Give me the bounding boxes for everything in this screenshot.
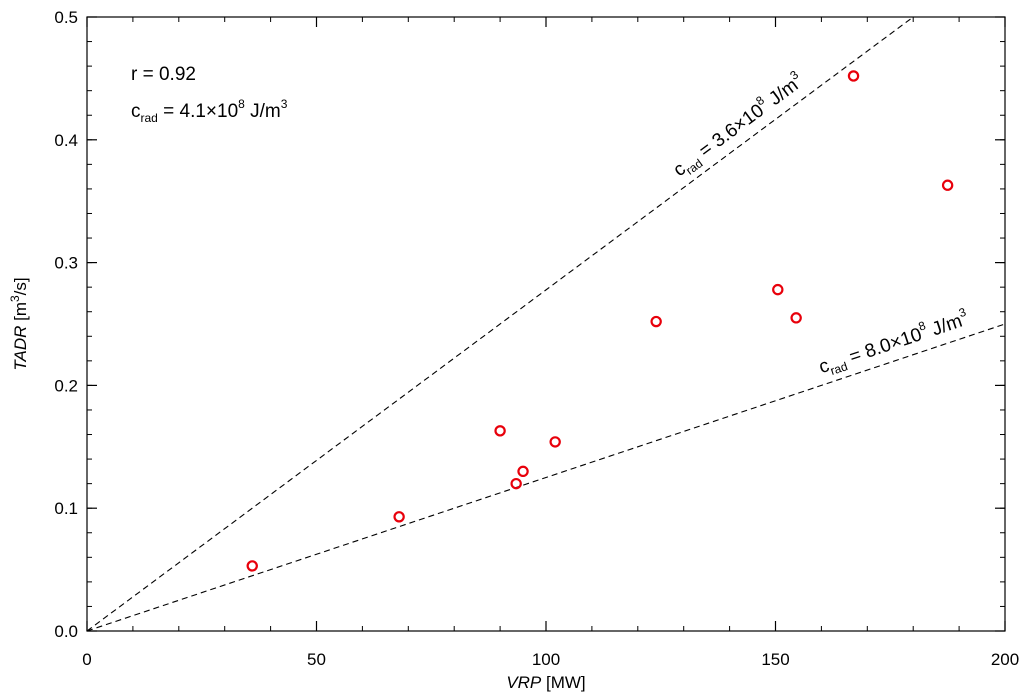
y-axis-title-pre: [m <box>11 302 30 326</box>
reference-line-lower <box>86 323 1006 632</box>
plot-frame <box>86 16 1006 632</box>
x-tick-label: 0 <box>82 650 91 669</box>
data-point <box>246 560 258 572</box>
data-point <box>393 511 405 523</box>
data-point <box>549 436 561 448</box>
reference-line-upper <box>86 16 914 632</box>
data-point <box>790 312 802 324</box>
reference-line-label-upper-text: crad = 3.6×108 J/m3 <box>667 67 809 183</box>
ref1-sub: rad <box>829 359 850 378</box>
crad-annotation: crad = 4.1×108 J/m3 <box>131 97 288 125</box>
y-axis-title-sup: 3 <box>8 295 22 302</box>
crad-annotation-unit: J/m <box>245 101 281 122</box>
x-tick-labels: 0 50 100 150 200 <box>82 650 1019 669</box>
reference-line-label-upper: crad = 3.6×108 J/m3 <box>667 67 809 183</box>
ref1-mid: = 8.0×10 <box>842 324 925 369</box>
reference-line-label-lower-text: crad = 8.0×108 J/m3 <box>815 305 973 381</box>
ref0-mid: = 3.6×10 <box>691 100 768 165</box>
y-tick-labels: 0.0 0.1 0.2 0.3 0.4 0.5 <box>54 8 78 641</box>
y-tick-label: 0.5 <box>54 8 78 27</box>
x-axis-title-unit: [MW] <box>541 673 585 692</box>
x-tick-label: 50 <box>307 650 326 669</box>
x-tick-label: 100 <box>532 650 560 669</box>
data-point <box>650 315 662 328</box>
data-point <box>510 477 522 490</box>
y-axis-title: TADR [m3/s] <box>8 277 30 370</box>
x-axis-title-italic: VRP <box>506 673 542 692</box>
y-tick-label: 0.0 <box>54 622 78 641</box>
crad-annotation-base: c <box>131 101 141 122</box>
y-tick-label: 0.4 <box>54 131 78 150</box>
reference-lines <box>86 16 1006 632</box>
crad-annotation-sup: 8 <box>238 97 245 111</box>
data-point <box>941 179 954 191</box>
data-point <box>517 465 529 478</box>
crad-annotation-mid: = 4.1×10 <box>158 101 238 122</box>
crad-annotation-unit-sup: 3 <box>281 97 288 111</box>
crad-annotation-sub: rad <box>141 111 158 125</box>
x-axis-title: VRP [MW] <box>506 673 585 692</box>
y-axis-title-italic: TADR <box>11 326 30 371</box>
ref1-unit-sup: 3 <box>957 305 968 320</box>
ref1-sup: 8 <box>917 318 928 333</box>
y-tick-label: 0.2 <box>54 376 78 395</box>
x-tick-label: 150 <box>761 650 789 669</box>
data-point <box>847 70 860 82</box>
reference-line-label-lower: crad = 8.0×108 J/m3 <box>815 305 973 381</box>
y-axis-title-post: /s] <box>11 277 30 295</box>
y-tick-label: 0.1 <box>54 499 78 518</box>
data-point <box>494 425 506 437</box>
data-point <box>772 283 784 296</box>
correlation-annotation: r = 0.92 <box>131 64 196 85</box>
y-tick-label: 0.3 <box>54 254 78 273</box>
data-points <box>246 70 954 572</box>
x-tick-label: 200 <box>991 650 1019 669</box>
